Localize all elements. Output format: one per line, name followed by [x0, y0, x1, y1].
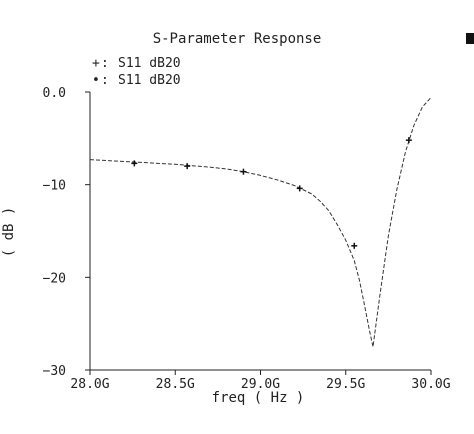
legend-colon-2: :	[101, 73, 109, 88]
legend-colon-1: :	[101, 56, 109, 71]
y-ticks: 0.0 −10 −20 −30	[43, 86, 90, 379]
x-tick-label: 29.5G	[326, 377, 365, 392]
series-line-s11-db20	[89, 97, 432, 347]
series-marker	[296, 185, 303, 192]
corner-marker	[466, 33, 474, 44]
series-marker	[184, 163, 191, 170]
series-marker	[351, 242, 358, 249]
series-markers	[131, 137, 412, 249]
series-marker	[240, 168, 247, 175]
x-tick-label: 29.0G	[241, 377, 280, 392]
x-tick-label: 28.0G	[70, 377, 109, 392]
x-tick-label: 30.0G	[411, 377, 450, 392]
legend-label-2: S11 dB20	[118, 73, 181, 88]
x-axis-label: freq ( Hz )	[212, 390, 305, 406]
legend-marker-2: •	[92, 73, 100, 88]
y-tick-label: −30	[43, 364, 66, 379]
series-marker	[405, 137, 412, 144]
legend: + : S11 dB20 • : S11 dB20	[92, 56, 181, 88]
legend-marker-1: +	[92, 56, 100, 71]
legend-label-1: S11 dB20	[118, 56, 181, 71]
x-ticks: 28.0G 28.5G 29.0G 29.5G 30.0G	[70, 370, 451, 392]
series-marker	[131, 160, 138, 167]
y-tick-label: 0.0	[43, 86, 66, 101]
y-tick-label: −10	[43, 179, 66, 194]
x-tick-label: 28.5G	[156, 377, 195, 392]
y-tick-label: −20	[43, 271, 66, 286]
chart-title: S-Parameter Response	[153, 31, 322, 47]
y-axis-label: ( dB )	[1, 207, 17, 258]
